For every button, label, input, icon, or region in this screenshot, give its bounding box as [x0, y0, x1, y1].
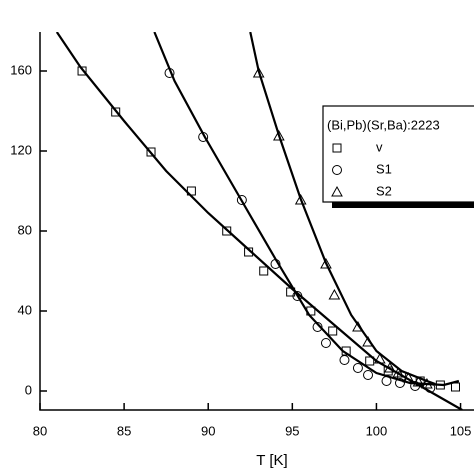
data-point [365, 356, 375, 366]
x-axis-label: T [K] [256, 452, 287, 469]
legend-marker [332, 143, 342, 153]
y-tick-label: 40 [18, 302, 32, 317]
data-point [421, 377, 433, 389]
data-point [328, 326, 338, 336]
data-point [373, 352, 386, 364]
data-point [392, 366, 405, 378]
data-point [397, 371, 407, 381]
data-point [146, 147, 156, 157]
legend-label: v [376, 139, 383, 154]
x-tick-label: 95 [285, 423, 299, 438]
data-point [292, 291, 303, 301]
data-point [222, 226, 232, 236]
legend-shadow [332, 200, 474, 208]
data-point [320, 257, 332, 269]
legend-label: S1 [376, 161, 392, 176]
legend-label: S2 [376, 183, 392, 198]
legend-marker [331, 185, 343, 197]
data-point [270, 259, 281, 269]
data-point [306, 306, 316, 316]
data-point [341, 346, 351, 356]
data-point [328, 288, 341, 300]
legend-marker [332, 165, 342, 175]
legend-box [322, 105, 474, 203]
data-point [77, 66, 87, 76]
data-point [111, 107, 121, 117]
x-tick-label: 100 [366, 423, 388, 438]
x-tick-label: 85 [117, 423, 131, 438]
y-tick-label: 160 [10, 62, 32, 77]
data-point [362, 335, 374, 347]
data-point [273, 129, 285, 141]
x-tick-label: 80 [33, 423, 47, 438]
data-point [352, 320, 364, 332]
y-tick-label: 80 [18, 222, 32, 237]
data-point [198, 132, 209, 142]
data-point [252, 66, 265, 78]
data-point [294, 193, 307, 205]
data-point [402, 371, 415, 383]
fit-curve [55, 32, 463, 410]
x-tick-label: 90 [201, 423, 215, 438]
plot-area [55, 32, 463, 410]
data-point [363, 370, 374, 380]
data-point [186, 186, 196, 196]
data-point [320, 338, 331, 348]
data-point [339, 355, 350, 365]
data-point [236, 195, 247, 205]
data-point [259, 266, 269, 276]
x-tick-label: 105 [450, 423, 472, 438]
data-point [312, 322, 323, 332]
data-point [412, 375, 425, 387]
data-point [352, 363, 363, 373]
y-tick-label: 120 [10, 142, 32, 157]
data-point [394, 378, 405, 388]
data-point [384, 361, 396, 373]
legend-title: (Bi,Pb)(Sr,Ba):2223 [327, 117, 440, 132]
y-tick-label: 0 [25, 382, 32, 397]
axes [39, 32, 474, 411]
fit-curve [249, 32, 436, 386]
data-point [381, 376, 392, 386]
legend: (Bi,Pb)(Sr,Ba):2223 v S1 S2 [322, 105, 474, 208]
fit-curve [153, 32, 460, 387]
data-point [450, 382, 460, 392]
data-point [244, 247, 254, 257]
data-point [435, 380, 445, 390]
data-point [164, 68, 175, 78]
